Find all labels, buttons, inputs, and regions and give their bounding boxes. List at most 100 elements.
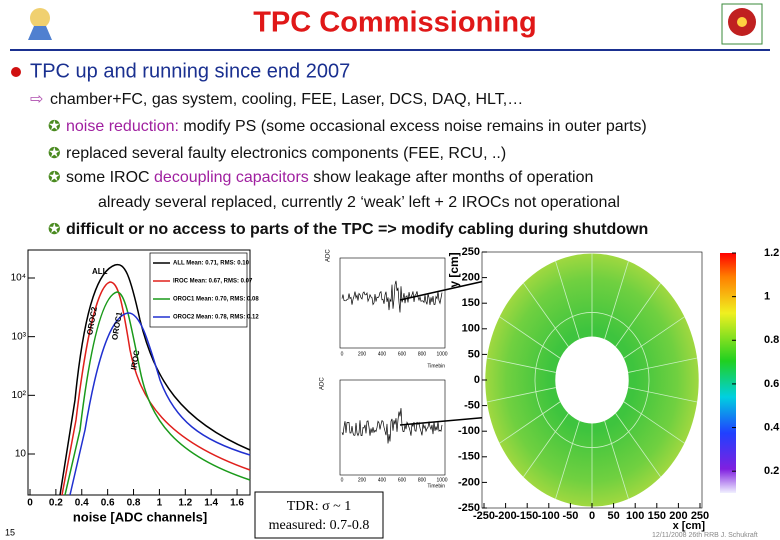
item-text: modify PS (some occasional excess noise …: [179, 118, 647, 135]
title: TPC Commissioning: [253, 7, 537, 39]
x-tick-label: 200: [669, 510, 687, 522]
x-tick-label: 0.8: [127, 498, 141, 509]
highlight: noise reduction:: [66, 118, 179, 135]
y-tick-label: 100: [462, 323, 480, 335]
x-tick-label: 1: [157, 498, 163, 509]
item: difficult or no access to parts of the T…: [66, 221, 648, 238]
sector-line: [486, 387, 556, 403]
x-axis-label: Timebin: [427, 363, 445, 369]
y-tick-label: -200: [458, 476, 480, 488]
noise-plot: ALL OROC2 IROC OROC1 noise [ADC channels…: [11, 249, 259, 524]
curve-label: IROC: [129, 349, 141, 370]
x-axis-label: noise [ADC channels]: [73, 509, 207, 524]
sector-line: [523, 282, 569, 347]
sub-bullet: chamber+FC, gas system, cooling, FEE, La…: [50, 91, 523, 108]
curve: [59, 263, 251, 496]
item: noise reduction: modify PS (some occasio…: [66, 118, 647, 135]
y-tick-label: 10: [15, 449, 27, 460]
x-tick-label: 600: [398, 351, 407, 357]
page-number: 15: [5, 527, 15, 537]
legend-box: [149, 252, 248, 328]
sector-line: [499, 316, 561, 359]
ring: [485, 253, 699, 507]
x-tick-label: 1000: [436, 351, 447, 357]
sector-line: [555, 420, 580, 499]
logo-left: [28, 8, 52, 40]
x-tick-label: 400: [378, 351, 387, 357]
x-tick-label: 100: [626, 510, 644, 522]
item: some IROC decoupling capacitors show lea…: [66, 169, 593, 186]
star-icons: ✪ ✪ ✪ ✪: [48, 118, 61, 238]
arrow-icon: ⇨: [30, 91, 43, 108]
sector-line: [615, 413, 661, 478]
curve: [64, 291, 251, 496]
x-tick-label: 0.2: [49, 498, 63, 509]
x-tick-label: -50: [562, 510, 578, 522]
z-tick-label: 0.6: [764, 378, 779, 390]
y-tick-label: -150: [458, 451, 480, 463]
tdr-text: measured: 0.7-0.8: [269, 518, 370, 533]
item-text: show leakage after months of operation: [309, 169, 594, 186]
y-tick-label: 250: [462, 246, 480, 258]
z-tick-label: 0.8: [764, 334, 779, 346]
z-tick-label: 1: [764, 291, 770, 303]
trace-plots: ADC ADC Timebin Timebin 0 0 200 200 400 400 60…: [320, 249, 448, 490]
sector-line: [604, 420, 629, 499]
curve: [69, 312, 251, 496]
y-tick-label: 200: [462, 272, 480, 284]
x-tick-label: 0.6: [101, 498, 115, 509]
y-tick-label: -50: [464, 400, 480, 412]
x-tick-label: 1.4: [204, 498, 218, 509]
item: replaced several faulty electronics comp…: [66, 145, 506, 162]
colorbar: [720, 253, 736, 493]
trace: [341, 280, 443, 313]
highlight: decoupling capacitors: [154, 169, 309, 186]
curve: [61, 281, 251, 496]
z-tick-label: 0.4: [764, 421, 780, 433]
footer-note: 12/11/2008 26th RRB J. Schukraft: [652, 532, 758, 539]
sector-line: [628, 357, 698, 373]
item-text: some IROC: [66, 169, 154, 186]
x-tick-label: -100: [538, 510, 560, 522]
sector-line: [623, 316, 685, 359]
sector-line: [486, 357, 556, 373]
curve-label: ALL: [92, 267, 108, 276]
legend-label: OROC1 Mean: 0.70, RMS: 0.08: [173, 297, 259, 303]
legend-label: OROC2 Mean: 0.78, RMS: 0.12: [173, 315, 259, 321]
z-tick-label: 0.2: [764, 465, 779, 477]
sector-line: [555, 261, 580, 340]
x-tick-label: 600: [398, 477, 407, 483]
z-tick-label: 1.2: [764, 247, 779, 259]
x-tick-label: 150: [648, 510, 666, 522]
y-tick-label: 10³: [12, 331, 27, 342]
y-tick-label: 10⁴: [11, 273, 26, 284]
x-tick-label: 200: [358, 477, 367, 483]
svg-text:✪: ✪: [48, 169, 61, 186]
sector-line: [523, 413, 569, 478]
x-tick-label: 0: [589, 510, 595, 522]
y-axis-label: y [cm]: [447, 252, 461, 287]
svg-text:✪: ✪: [48, 221, 61, 238]
x-tick-label: 0: [341, 351, 344, 357]
legend-label: IROC Mean: 0.67, RMS: 0.07: [173, 279, 253, 285]
x-tick-label: 250: [691, 510, 709, 522]
x-axis-label: Timebin: [427, 483, 445, 489]
y-tick-label: -100: [458, 425, 480, 437]
logo-right: [721, 3, 763, 45]
sector-line: [615, 282, 661, 347]
y-tick-label: 0: [474, 374, 480, 386]
y-tick-label: -250: [458, 502, 480, 514]
tdr-text: TDR: σ ~ 1: [287, 499, 352, 514]
sector-line: [628, 387, 698, 403]
x-tick-label: 0: [27, 498, 33, 509]
y-tick-label: 50: [468, 348, 480, 360]
x-tick-label: 400: [378, 477, 387, 483]
bullet-dot: [11, 67, 21, 77]
x-tick-label: 1.6: [230, 498, 244, 509]
sector-line: [604, 261, 629, 340]
x-axis-label: x [cm]: [673, 520, 706, 532]
y-tick-label: 10²: [12, 390, 27, 401]
sector-line: [499, 401, 561, 444]
x-tick-label: 800: [418, 477, 427, 483]
